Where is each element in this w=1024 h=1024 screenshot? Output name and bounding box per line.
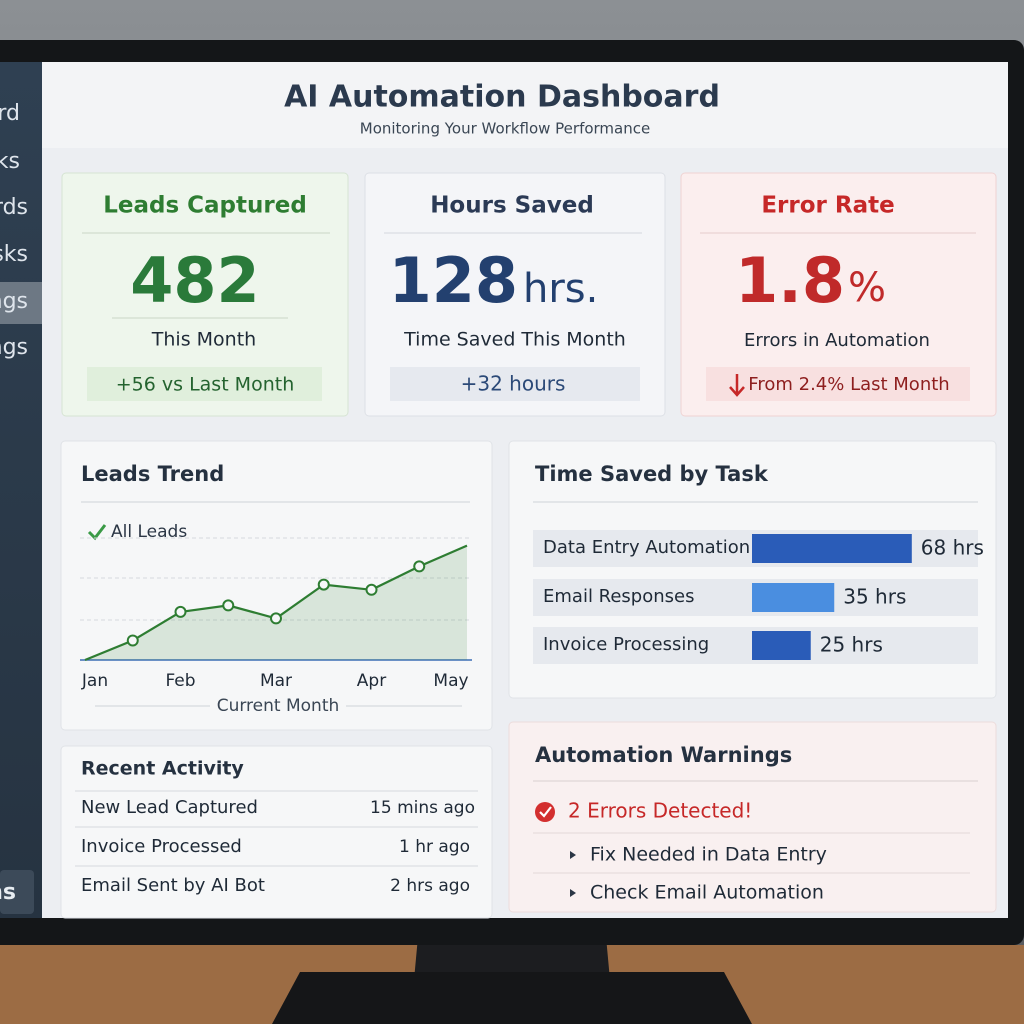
x-tick-label: Apr: [357, 671, 386, 691]
stand-base: [272, 972, 752, 1024]
card-unit: %: [848, 265, 886, 311]
sidebar: [0, 62, 42, 918]
card-title: Hours Saved: [430, 193, 594, 219]
line-marker: [270, 612, 282, 625]
sidebar-item[interactable]: rd: [0, 101, 20, 126]
line-marker: [222, 599, 235, 612]
card-caption: This Month: [151, 329, 256, 351]
x-tick-label: Mar: [260, 671, 292, 691]
line-area: [85, 545, 467, 660]
card: [61, 172, 349, 417]
card-change: +56 vs Last Month: [116, 374, 295, 396]
x-tick-label: May: [433, 671, 468, 691]
warning-item: Check Email Automation: [590, 882, 824, 904]
line-marker: [126, 634, 139, 647]
page-title: AI Automation Dashboard: [284, 80, 720, 115]
activity-time: 2 hrs ago: [390, 876, 470, 896]
card-title: Leads Captured: [103, 193, 307, 219]
bar: [752, 534, 912, 563]
sidebar-footer-bg: [0, 870, 34, 914]
alert-icon: [535, 802, 555, 822]
panel-title: Automation Warnings: [535, 743, 792, 767]
card-unit: hrs.: [523, 266, 598, 312]
activity-time: 15 mins ago: [370, 798, 475, 818]
activity-name: Invoice Processed: [81, 836, 242, 857]
card: [364, 172, 666, 417]
panel-title: Time Saved by Task: [535, 462, 769, 486]
change-box: [706, 367, 970, 401]
x-tick-label: Feb: [165, 671, 195, 691]
bar-category: Email Responses: [543, 586, 695, 607]
card-value: 1.8: [735, 244, 845, 317]
card: [680, 172, 997, 417]
card-title: Error Rate: [761, 193, 894, 219]
card-change: +32 hours: [461, 372, 566, 396]
line-marker: [317, 578, 330, 591]
alert-icon-check: [539, 806, 552, 818]
bar-value-label: 68 hrs: [921, 536, 984, 560]
change-box: [390, 367, 640, 401]
card-caption: Errors in Automation: [744, 330, 930, 351]
activity-time: 1 hr ago: [399, 837, 470, 857]
down-arrow-icon: [729, 374, 745, 397]
bar-value-label: 35 hrs: [843, 585, 906, 609]
bar: [752, 583, 835, 612]
panel: [60, 440, 493, 731]
sidebar-item[interactable]: rds: [0, 195, 28, 220]
bar-category: Data Entry Automation: [543, 537, 750, 558]
x-tick-label: Jan: [81, 671, 108, 691]
card-value: 128: [389, 244, 518, 317]
card-value: 482: [130, 244, 259, 317]
header-bg: [42, 62, 1008, 148]
bullet-icon: [570, 889, 576, 897]
alert-text: 2 Errors Detected!: [568, 799, 752, 823]
legend-label: All Leads: [111, 522, 187, 542]
change-box: [87, 367, 322, 401]
sidebar-item[interactable]: ngs: [0, 335, 28, 360]
sidebar-item[interactable]: ngs: [0, 289, 28, 314]
x-axis-label: Current Month: [217, 696, 340, 716]
card-change: From 2.4% Last Month: [748, 374, 949, 395]
line-marker: [174, 605, 187, 618]
sidebar-active: [0, 282, 42, 324]
bar: [752, 631, 811, 660]
sidebar-item[interactable]: ks: [0, 149, 20, 174]
bullet-icon: [570, 851, 576, 859]
warning-item: Fix Needed in Data Entry: [590, 844, 827, 866]
activity-name: New Lead Captured: [81, 797, 258, 818]
bar-category: Invoice Processing: [543, 634, 709, 655]
line-marker: [413, 560, 426, 573]
sidebar-footer[interactable]: ns: [0, 880, 16, 905]
page-subtitle: Monitoring Your Workflow Performance: [360, 120, 650, 138]
panel-title: Recent Activity: [81, 758, 244, 780]
card-caption: Time Saved This Month: [403, 329, 626, 351]
panel: [508, 721, 997, 913]
activity-name: Email Sent by AI Bot: [81, 875, 265, 896]
panel-title: Leads Trend: [81, 462, 224, 486]
bar-value-label: 25 hrs: [820, 633, 883, 657]
panel: [60, 745, 493, 919]
sidebar-item[interactable]: sks: [0, 242, 28, 267]
line-marker: [365, 583, 378, 596]
